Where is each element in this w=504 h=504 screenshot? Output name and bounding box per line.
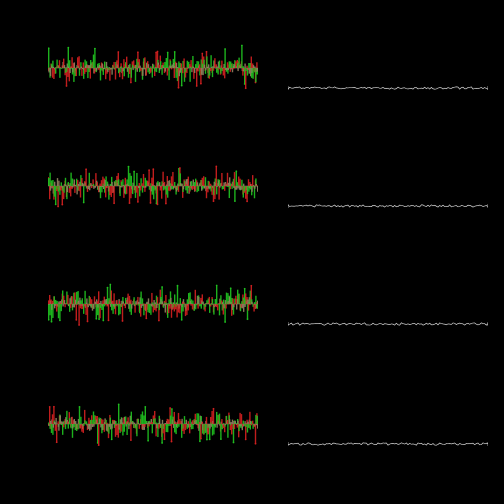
noise-svg bbox=[48, 154, 258, 218]
flat-panel-row0 bbox=[288, 36, 488, 100]
flat-svg bbox=[288, 154, 488, 218]
noise-svg bbox=[48, 272, 258, 336]
noise-panel-row1 bbox=[48, 154, 258, 218]
flat-svg bbox=[288, 272, 488, 336]
noise-panel-row2 bbox=[48, 272, 258, 336]
flat-panel-row1 bbox=[288, 154, 488, 218]
noise-panel-row0 bbox=[48, 36, 258, 100]
flat-svg bbox=[288, 36, 488, 100]
flat-panel-row2 bbox=[288, 272, 488, 336]
noise-panel-row3 bbox=[48, 392, 258, 456]
noise-svg bbox=[48, 392, 258, 456]
flat-svg bbox=[288, 392, 488, 456]
noise-svg bbox=[48, 36, 258, 100]
flat-panel-row3 bbox=[288, 392, 488, 456]
